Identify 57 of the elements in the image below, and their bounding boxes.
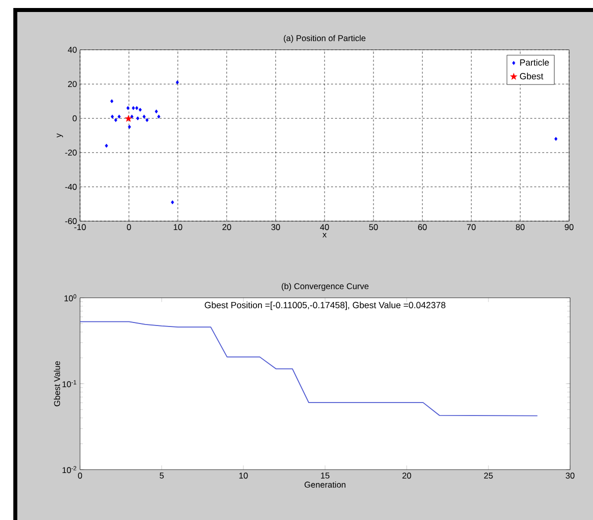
x-tick-label: -10 [74, 224, 86, 230]
point [170, 200, 174, 204]
y-tick-label: 40 [68, 46, 77, 53]
y-tick-label: 10$^{-1}$ [62, 380, 76, 388]
x-tick-label: 20 [222, 224, 232, 230]
point [110, 114, 114, 119]
x-tick-label: 30 [271, 224, 280, 230]
x-tick-label: 60 [418, 224, 427, 230]
legend-label: Particle [520, 59, 549, 66]
x-tick-label: 40 [320, 224, 329, 230]
point [136, 116, 140, 120]
chart-title: (b) Convergence Curve [282, 283, 368, 291]
x-tick-label: 70 [467, 224, 476, 230]
x-tick-label: 10 [174, 224, 182, 230]
point [132, 106, 135, 110]
point [130, 114, 134, 119]
point [145, 118, 149, 122]
x-tick-label: 50 [369, 224, 378, 230]
x-tick-label: 5 [160, 472, 164, 479]
point [176, 80, 179, 84]
x-tick-label: 20 [402, 472, 412, 479]
x-tick-label: 0 [126, 224, 131, 230]
x-axis-title: x [322, 232, 327, 238]
y-axis-title: y [56, 133, 63, 138]
point [138, 108, 142, 112]
x-tick-label: 90 [564, 224, 574, 230]
point [157, 114, 160, 119]
point [126, 106, 130, 110]
point [154, 110, 158, 114]
point [110, 99, 114, 104]
point [135, 106, 138, 110]
x-tick-label: 25 [484, 472, 493, 479]
x-tick-label: 10 [239, 472, 248, 479]
x-tick-label: 0 [78, 472, 82, 479]
point [114, 118, 118, 122]
point [118, 114, 121, 119]
point [124, 114, 132, 122]
point [104, 144, 108, 148]
line-series [80, 321, 538, 416]
x-tick-label: 15 [321, 472, 330, 479]
y-tick-label: -60 [65, 218, 77, 224]
y-tick-label: 10$^{0}$ [64, 294, 76, 302]
y-axis-title: Gbest Value [54, 361, 60, 406]
point [128, 124, 131, 129]
annotation: Gbest Position =[-0.11005,-0.17458], Gbest Value =0.042378 [204, 302, 446, 310]
point [142, 114, 146, 119]
y-tick-label: 20 [68, 81, 77, 88]
x-tick-label: 30 [566, 472, 574, 479]
legend-label: Gbest [520, 72, 544, 80]
x-axis-title: Generation [304, 481, 346, 488]
y-tick-label: -40 [65, 184, 77, 190]
y-tick-label: -20 [65, 150, 77, 156]
x-tick-label: 80 [516, 224, 525, 230]
y-tick-label: 0 [72, 115, 77, 122]
y-tick-label: 10$^{-2}$ [62, 466, 76, 474]
point [554, 136, 558, 141]
chart-title: (a) Position of Particle [284, 35, 366, 43]
